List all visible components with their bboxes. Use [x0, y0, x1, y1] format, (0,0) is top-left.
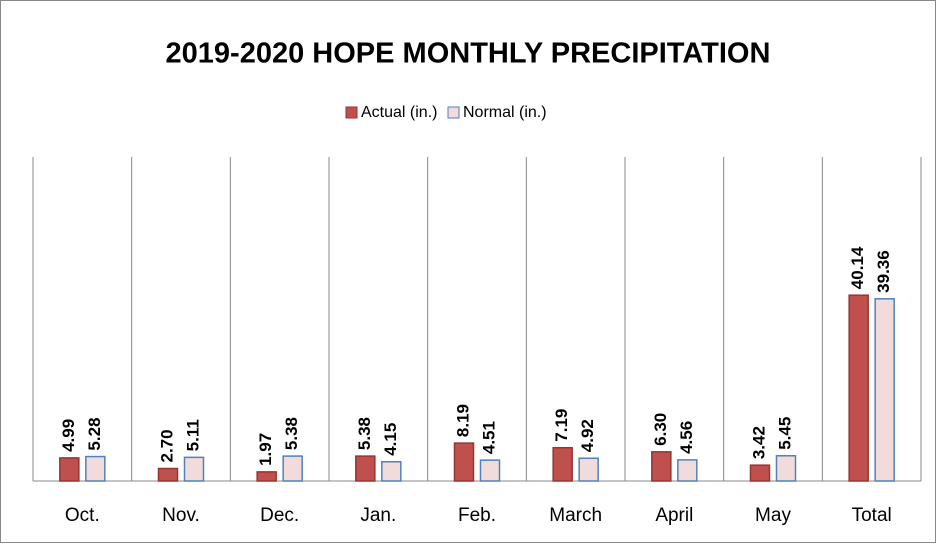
bar [651, 451, 672, 482]
bar [848, 294, 869, 482]
value-label: 5.11 [183, 419, 202, 451]
bar [256, 471, 277, 482]
bar [282, 455, 303, 482]
bar [355, 455, 376, 482]
value-label: 5.38 [355, 417, 374, 450]
bar [578, 457, 599, 482]
bar [381, 461, 402, 482]
legend-swatch [345, 106, 358, 119]
x-tick-label: May [755, 505, 791, 526]
bar [775, 455, 797, 482]
value-label: 3.42 [749, 426, 768, 459]
value-label: 5.28 [85, 417, 104, 450]
bar [677, 459, 698, 482]
bar [874, 298, 895, 482]
x-tick-label: Dec. [260, 505, 299, 526]
value-label: 4.92 [578, 419, 597, 452]
value-label: 40.14 [848, 246, 867, 289]
bar [552, 446, 573, 482]
value-label: 5.45 [775, 417, 794, 450]
value-label: 8.19 [453, 404, 472, 437]
value-label: 4.15 [381, 423, 400, 456]
bar [59, 457, 80, 482]
bar [479, 459, 501, 482]
x-tick-label: Feb. [458, 505, 496, 526]
value-label: 7.19 [552, 409, 571, 442]
value-label: 4.51 [479, 421, 498, 454]
bar [749, 464, 771, 482]
bar [183, 456, 205, 482]
value-label: 6.30 [651, 413, 670, 446]
x-tick-label: Jan. [360, 505, 396, 526]
bar [157, 467, 179, 482]
legend-label: Normal (in.) [463, 104, 547, 121]
x-tick-label: Total [852, 505, 892, 526]
bar [85, 455, 106, 482]
x-tick-label: April [655, 505, 693, 526]
bar [453, 442, 475, 482]
value-label: 4.99 [59, 419, 78, 452]
legend-label: Actual (in.) [361, 104, 437, 121]
value-label: 5.38 [282, 417, 301, 450]
x-tick-label: March [549, 505, 602, 526]
chart-title: 2019-2020 HOPE MONTHLY PRECIPITATION [166, 38, 771, 70]
x-tick-label: Nov. [162, 505, 200, 526]
value-label: 4.56 [677, 421, 696, 454]
x-tick-label: Oct. [65, 505, 100, 526]
value-label: 39.36 [874, 250, 893, 293]
value-label: 2.70 [157, 429, 176, 462]
value-label: 1.97 [256, 433, 275, 466]
legend-swatch [447, 106, 460, 119]
